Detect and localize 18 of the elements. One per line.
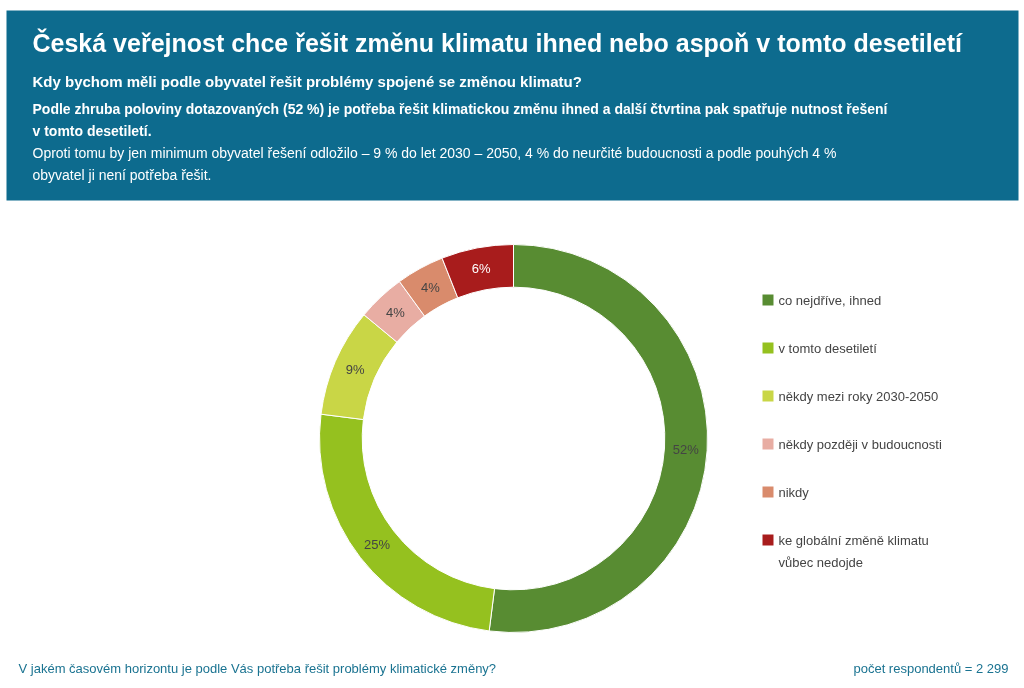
legend-label: nikdy (778, 484, 810, 500)
legend-label: někdy mezi roky 2030-2050 (778, 388, 939, 404)
chart-title: Česká veřejnost chce řešit změnu klimatu ihned nebo aspoň v tomto desetiletí (32, 27, 963, 57)
legend-label: někdy později v budoucnosti (778, 436, 942, 452)
legend-label: co nejdříve, ihned (778, 292, 882, 308)
chart-subtitle: Kdy bychom měli podle obyvatel řešit problémy spojené se změnou klimatu? (32, 72, 582, 90)
text: počet respondentů = 2 299 (853, 660, 1009, 676)
data-label: 4% (420, 279, 441, 295)
data-label: 25% (364, 536, 391, 552)
data-label: 9% (345, 362, 365, 378)
text: V jakém časovém horizontu je podle Vás potřeba řešit problémy klimatické změny? (18, 660, 497, 676)
legend-label: ke globální změně klimatu vůbec nedojde (778, 532, 929, 570)
data-label: 6% (471, 261, 491, 277)
data-label: 4% (385, 305, 406, 321)
legend-label: v tomto desetiletí (778, 340, 878, 356)
text: Oproti tomu by jen minimum obyvatel řešení odložilo – 9 % do let 2030 – 2050, 4 % do neurčité budoucnosti a podle pouhých 4 % obyvatel ji není potřeba řešit. (32, 144, 837, 183)
data-label: 52% (672, 441, 700, 457)
text: Podle zhruba poloviny dotazovaných (52 %) je potřeba řešit klimatickou změnu ihned a další čtvrtina pak spatřuje nutnost řešení v tomto desetiletí. (32, 100, 889, 139)
